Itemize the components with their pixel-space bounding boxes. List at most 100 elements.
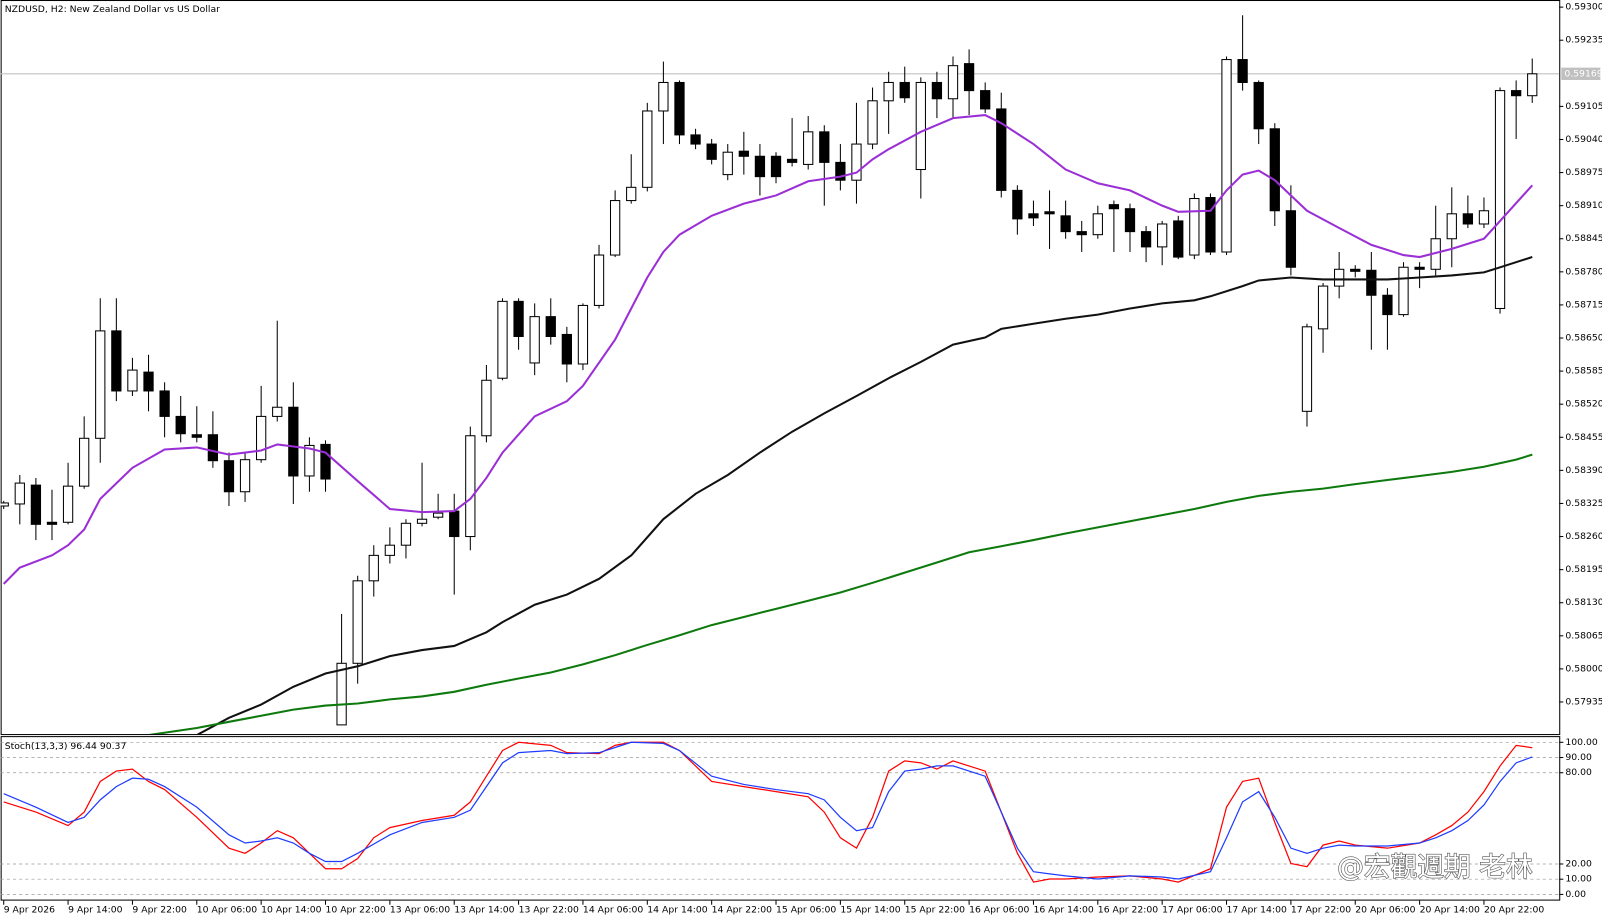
price-tag: [1561, 67, 1601, 80]
y-tick-label: 0.58455: [1565, 432, 1602, 443]
candle-body: [175, 415, 186, 435]
y-tick-label: 0.58975: [1565, 167, 1602, 178]
candle-body: [1092, 213, 1103, 236]
price-tag-label: 0.59169: [1564, 68, 1602, 79]
candle-body: [143, 371, 154, 392]
candle-body: [14, 482, 25, 505]
indicator-line: [3, 741, 1533, 880]
x-tick-label: 10 Apr 22:00: [326, 904, 386, 915]
candle-body: [1462, 213, 1474, 225]
y-tick-label: 0.58000: [1565, 663, 1602, 674]
candle-body: [883, 81, 894, 102]
candle-body: [1140, 231, 1152, 248]
candle-body: [127, 369, 138, 392]
candle-body: [690, 134, 701, 145]
candle-body: [449, 510, 460, 538]
candle-body: [159, 390, 170, 417]
candle-body: [609, 200, 621, 256]
x-tick-label: 15 Apr 06:00: [776, 904, 836, 915]
candle-body: [1124, 208, 1136, 233]
y-tick-label: 0.58260: [1565, 531, 1602, 542]
candle-body: [1494, 90, 1506, 310]
candle-body: [513, 300, 524, 337]
candle-body: [465, 435, 476, 538]
candle-body: [577, 304, 589, 365]
candle-body: [738, 150, 749, 157]
candle-body: [1173, 220, 1184, 258]
indicator-line: [3, 741, 1533, 883]
candle-body: [1221, 59, 1232, 253]
candle-body: [320, 443, 331, 480]
candle-body: [545, 316, 556, 337]
candle-body: [368, 554, 379, 582]
candle-body: [674, 81, 685, 136]
x-tick-label: 9 Apr 22:00: [132, 904, 187, 915]
candle-body: [1446, 213, 1457, 240]
candle-body: [416, 518, 428, 524]
watermark: @宏觀週期 老林: [1337, 852, 1533, 883]
candle-body: [867, 100, 878, 145]
candle-body: [1076, 231, 1087, 236]
x-tick-label: 10 Apr 14:00: [261, 904, 321, 915]
indicator-title: Stoch(13,3,3) 96.44 90.37: [5, 741, 127, 752]
candle-body: [1478, 210, 1490, 225]
candle-body: [722, 151, 733, 176]
y-tick-label: 20.00: [1565, 858, 1592, 869]
candle-body: [706, 143, 717, 160]
main-panel: [0, 0, 1561, 736]
y-tick-label: 0.59105: [1565, 101, 1602, 112]
candle-body: [62, 485, 74, 523]
candle-body: [207, 434, 219, 462]
x-tick-label: 14 Apr 14:00: [647, 904, 707, 915]
candle-body: [658, 81, 669, 112]
x-tick-label: 16 Apr 14:00: [1033, 904, 1093, 915]
main-plot: [0, 15, 1560, 735]
y-tick-label: 0.58910: [1565, 200, 1602, 211]
y-tick-label: 0.58390: [1565, 465, 1602, 476]
candle-body: [1285, 210, 1297, 268]
x-tick-label: 17 Apr 14:00: [1227, 904, 1287, 915]
candle-body: [931, 81, 943, 100]
candle-body: [963, 63, 975, 92]
x-tick-label: 9 Apr 14:00: [68, 904, 123, 915]
stoch-plot: [0, 741, 1560, 895]
y-tick-label: 0.58780: [1565, 266, 1602, 277]
x-tick-label: 16 Apr 22:00: [1098, 904, 1158, 915]
y-tick-label: 80.00: [1565, 767, 1592, 778]
y-tick-label: 0.58195: [1565, 564, 1602, 575]
y-tick-label: 0.58650: [1565, 333, 1602, 344]
axes: 0.59300 0.59235 0.59105 0.59040 0.58975 0.589…: [3, 2, 1602, 915]
candle-body: [1366, 269, 1377, 296]
candle-body: [851, 143, 862, 181]
x-tick-label: 9 Apr 2026: [4, 904, 55, 915]
candle-body: [1253, 81, 1264, 130]
candle-body: [1510, 90, 1522, 97]
candle-body: [1317, 285, 1329, 330]
candle-body: [754, 155, 766, 178]
chart-title: NZDUSD, H2: New Zealand Dollar vs US Dol…: [5, 4, 220, 15]
candle-body: [400, 522, 412, 546]
candle-body: [1414, 266, 1425, 270]
candle-body: [1334, 268, 1345, 287]
candle-body: [803, 131, 814, 165]
indicator-line: [2, 113, 1534, 585]
candle-body: [561, 333, 572, 365]
y-tick-label: 0.58585: [1565, 366, 1602, 377]
y-tick-label: 0.59040: [1565, 134, 1602, 145]
x-tick-label: 17 Apr 06:00: [1162, 904, 1222, 915]
candle-body: [1398, 266, 1409, 316]
candle-body: [223, 460, 235, 493]
x-tick-label: 10 Apr 06:00: [197, 904, 257, 915]
x-tick-label: 13 Apr 22:00: [519, 904, 579, 915]
x-tick-label: 17 Apr 22:00: [1291, 904, 1351, 915]
y-tick-label: 0.58520: [1565, 399, 1602, 410]
x-tick-label: 15 Apr 14:00: [840, 904, 900, 915]
candle-body: [191, 434, 202, 438]
candle-body: [626, 186, 637, 202]
y-tick-label: 0.59235: [1565, 35, 1602, 46]
candle-body: [835, 161, 846, 181]
x-tick-label: 14 Apr 22:00: [712, 904, 772, 915]
candle-body: [947, 65, 959, 100]
candle-body: [46, 521, 58, 525]
y-tick-label: 0.57935: [1565, 696, 1602, 707]
